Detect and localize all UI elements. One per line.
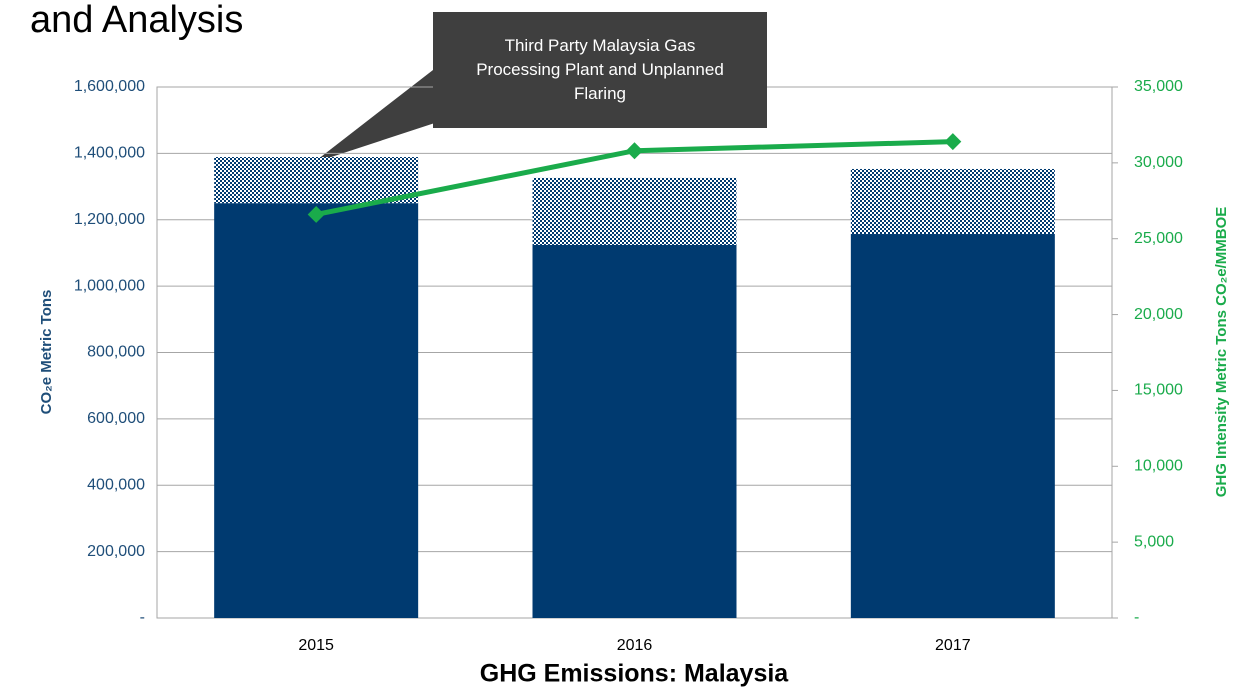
chart-title: GHG Emissions: Malaysia [480,660,790,688]
bar-segment [532,244,737,618]
line-marker [307,205,325,223]
y2-tick-label: 15,000 [1134,382,1183,399]
bar-segment-hatched [532,177,737,245]
y-tick-label: - [140,609,145,626]
y2-tick-label: 25,000 [1134,230,1183,247]
y2-tick-label: - [1134,609,1139,626]
y-tick-label: 200,000 [87,543,145,560]
y-tick-label: 1,200,000 [74,211,145,228]
x-tick-label: 2017 [935,637,971,654]
y-tick-label: 800,000 [87,344,145,361]
y-tick-label: 600,000 [87,410,145,427]
line-marker [944,133,962,151]
x-tick-label: 2015 [298,637,334,654]
bar-segment-hatched [214,157,419,204]
y2-tick-label: 20,000 [1134,306,1183,323]
y-tick-label: 1,400,000 [74,145,145,162]
y-tick-label: 1,600,000 [74,78,145,95]
bar-segment [214,203,419,618]
page-heading: and Analysis [30,0,243,41]
y2-tick-label: 35,000 [1134,78,1183,95]
y-axis-label: CO₂e Metric Tons [38,290,55,415]
line-marker [626,142,643,160]
y2-axis-label: GHG Intensity Metric Tons CO₂e/MMBOE [1213,207,1230,498]
bar-segment [850,234,1055,618]
y2-tick-label: 30,000 [1134,154,1183,171]
bar-segment-hatched [850,168,1055,235]
y2-tick-label: 10,000 [1134,458,1183,475]
y-tick-label: 400,000 [87,476,145,493]
y-tick-label: 1,000,000 [74,277,145,294]
y2-tick-label: 5,000 [1134,533,1174,550]
x-tick-label: 2016 [617,637,653,654]
annotation: Third Party Malaysia Gas Processing Plan… [433,12,767,128]
